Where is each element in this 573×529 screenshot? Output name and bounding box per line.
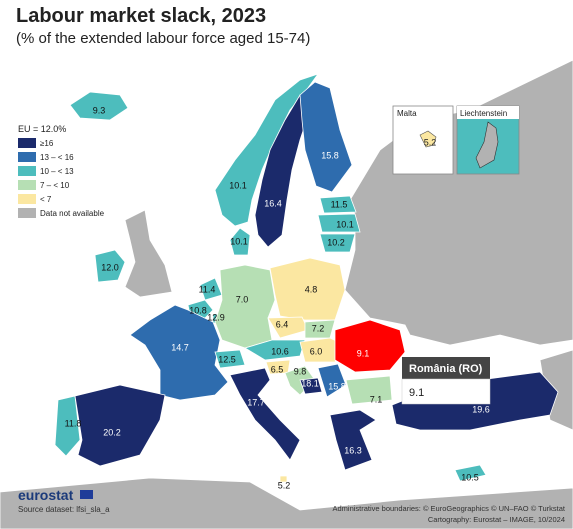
region-value: 10.6 [271, 346, 289, 356]
region-value: 10.1 [230, 236, 248, 246]
legend-swatch [18, 194, 36, 204]
tooltip-title: România (RO) [409, 363, 483, 375]
liechtenstein-shape [475, 121, 499, 169]
region-value: 7.2 [312, 323, 325, 333]
region [74, 384, 166, 467]
region-value: 9.3 [93, 105, 106, 115]
region-value: 16.4 [264, 198, 282, 208]
legend-label: 10 – < 13 [40, 167, 74, 176]
region [254, 94, 311, 248]
legend-swatch [18, 152, 36, 162]
logo: eurostat [18, 487, 74, 503]
region [319, 195, 357, 214]
region-value: 10.1 [229, 180, 247, 190]
region-value: 7.1 [370, 394, 383, 404]
legend-swatch [18, 166, 36, 176]
region-value: 6.4 [276, 319, 289, 329]
region-value: 18.1 [301, 378, 319, 388]
region [345, 375, 393, 405]
legend-title: EU = 12.0% [18, 124, 66, 134]
region [319, 233, 356, 253]
other-land [124, 209, 173, 298]
region [334, 319, 406, 373]
region [299, 377, 323, 395]
inset-title: Liechtenstein [460, 109, 507, 118]
title: Labour market slack, 2023 [16, 5, 266, 27]
eu-flag [80, 490, 93, 499]
region [54, 395, 81, 457]
region-value: 15.8 [321, 150, 339, 160]
region-value: 6.5 [271, 364, 284, 374]
inset-value: 5.2 [424, 137, 437, 147]
region-value: 12.0 [101, 262, 119, 272]
region-value: 7.0 [236, 294, 249, 304]
region-value: 4.8 [305, 284, 318, 294]
region-value: 11.5 [331, 199, 348, 209]
cartography-note: Cartography: Eurostat – IMAGE, 10/2024 [428, 515, 565, 524]
region-value: 10.5 [461, 472, 479, 482]
region-value: 20.2 [103, 427, 121, 437]
region [129, 304, 229, 401]
region [317, 213, 361, 233]
region [214, 73, 320, 227]
legend-swatch [18, 208, 36, 218]
region-value: 11.8 [65, 418, 82, 428]
region-value: 19.6 [472, 404, 490, 414]
legend-swatch [18, 180, 36, 190]
source: Source dataset: lfsi_sla_a [18, 505, 110, 514]
region-value: 6.0 [310, 346, 323, 356]
region [214, 349, 246, 369]
region [214, 264, 276, 349]
region-value: 12.9 [207, 312, 225, 322]
region-value: 9.1 [357, 348, 370, 358]
region-value: 10.2 [327, 237, 345, 247]
legend-label: < 7 [40, 195, 52, 204]
region-value: 9.8 [294, 366, 307, 376]
inset-header [457, 106, 519, 119]
region-value: 11.4 [199, 284, 216, 294]
region [454, 464, 487, 482]
subtitle: (% of the extended labour force aged 15-… [16, 30, 310, 47]
region [229, 227, 251, 256]
region-value: 10.8 [189, 305, 207, 315]
legend-swatch [18, 138, 36, 148]
tooltip-value: 9.1 [409, 387, 424, 399]
region [317, 363, 347, 398]
region [94, 249, 126, 283]
region-value: 15.8 [328, 381, 346, 391]
region-value: 16.3 [344, 445, 362, 455]
region [329, 409, 377, 471]
region [279, 475, 288, 483]
other-land [0, 477, 573, 529]
region-value: 12.5 [218, 354, 236, 364]
legend-label: ≥16 [40, 139, 54, 148]
region-value: 17.7 [247, 397, 265, 407]
legend-label: 7 – < 10 [40, 181, 70, 190]
region [299, 81, 353, 193]
tooltip-body [401, 378, 491, 405]
malta-shape [419, 130, 437, 148]
region [229, 367, 301, 461]
tooltip-header [402, 357, 490, 379]
legend-label: 13 – < 16 [40, 153, 74, 162]
legend-label: Data not available [40, 209, 105, 218]
region-value: 5.2 [278, 480, 291, 490]
region-value: 10.1 [336, 219, 354, 229]
boundaries-note: Administrative boundaries: © EuroGeograp… [332, 504, 565, 513]
region-value: 14.7 [171, 342, 189, 352]
region [69, 91, 129, 121]
inset-title: Malta [397, 109, 417, 118]
